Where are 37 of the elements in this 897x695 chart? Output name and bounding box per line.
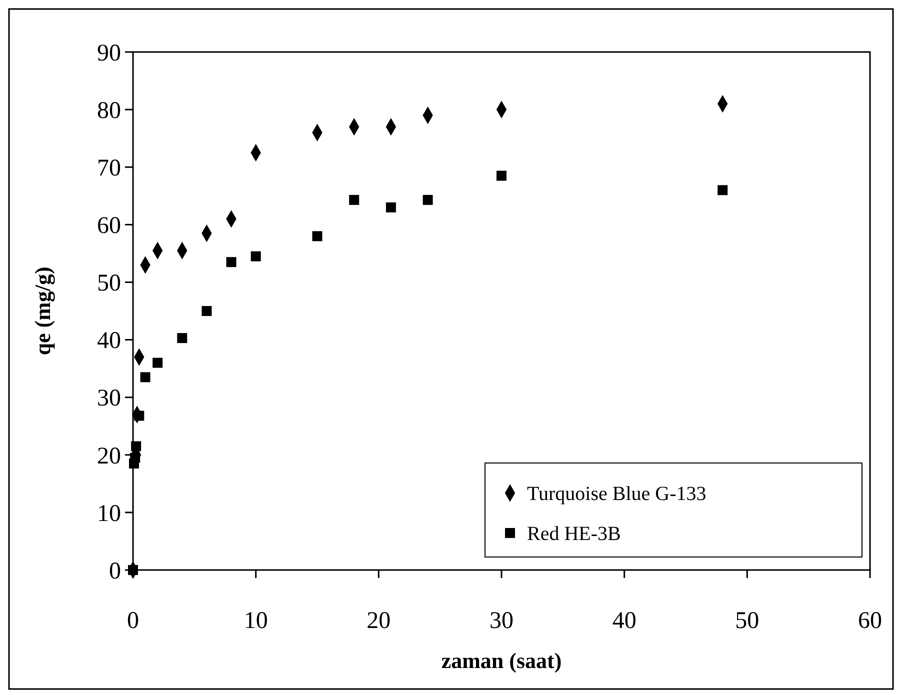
x-tick-label: 50	[735, 608, 760, 634]
y-axis-title: qe (mg/g)	[30, 266, 55, 356]
point	[718, 185, 728, 196]
point	[312, 231, 322, 242]
point	[496, 170, 506, 181]
x-axis-title: zaman (saat)	[441, 648, 562, 673]
y-tick-label: 90	[97, 40, 121, 66]
x-tick-label: 60	[858, 608, 882, 634]
point	[349, 194, 360, 205]
y-tick-label: 70	[97, 156, 121, 182]
point	[202, 306, 212, 316]
x-tick-label: 0	[127, 608, 139, 634]
point	[134, 410, 144, 421]
legend-label: Turquoise Blue G-133	[527, 483, 706, 505]
y-tick-label: 30	[97, 386, 121, 412]
x-tick-label: 20	[366, 608, 391, 634]
point	[226, 257, 236, 268]
y-tick-label: 50	[97, 270, 121, 297]
x-tick-label: 30	[490, 608, 514, 634]
y-tick-label: 40	[97, 328, 121, 354]
y-tick-label: 10	[97, 500, 121, 527]
y-tick-label: 0	[109, 558, 121, 584]
x-tick-label: 10	[244, 608, 268, 634]
point	[386, 202, 396, 212]
y-tick-label: 20	[97, 443, 121, 470]
point	[177, 333, 188, 344]
legend-label: Red HE-3B	[527, 523, 621, 545]
point	[250, 251, 261, 262]
point	[140, 372, 150, 382]
y-tick-label: 80	[97, 98, 121, 124]
point	[152, 358, 163, 368]
point	[422, 194, 433, 205]
point	[130, 452, 140, 463]
point	[128, 565, 138, 575]
y-tick-label: 60	[97, 213, 121, 240]
x-tick-label: 40	[612, 608, 636, 634]
point	[131, 441, 142, 452]
